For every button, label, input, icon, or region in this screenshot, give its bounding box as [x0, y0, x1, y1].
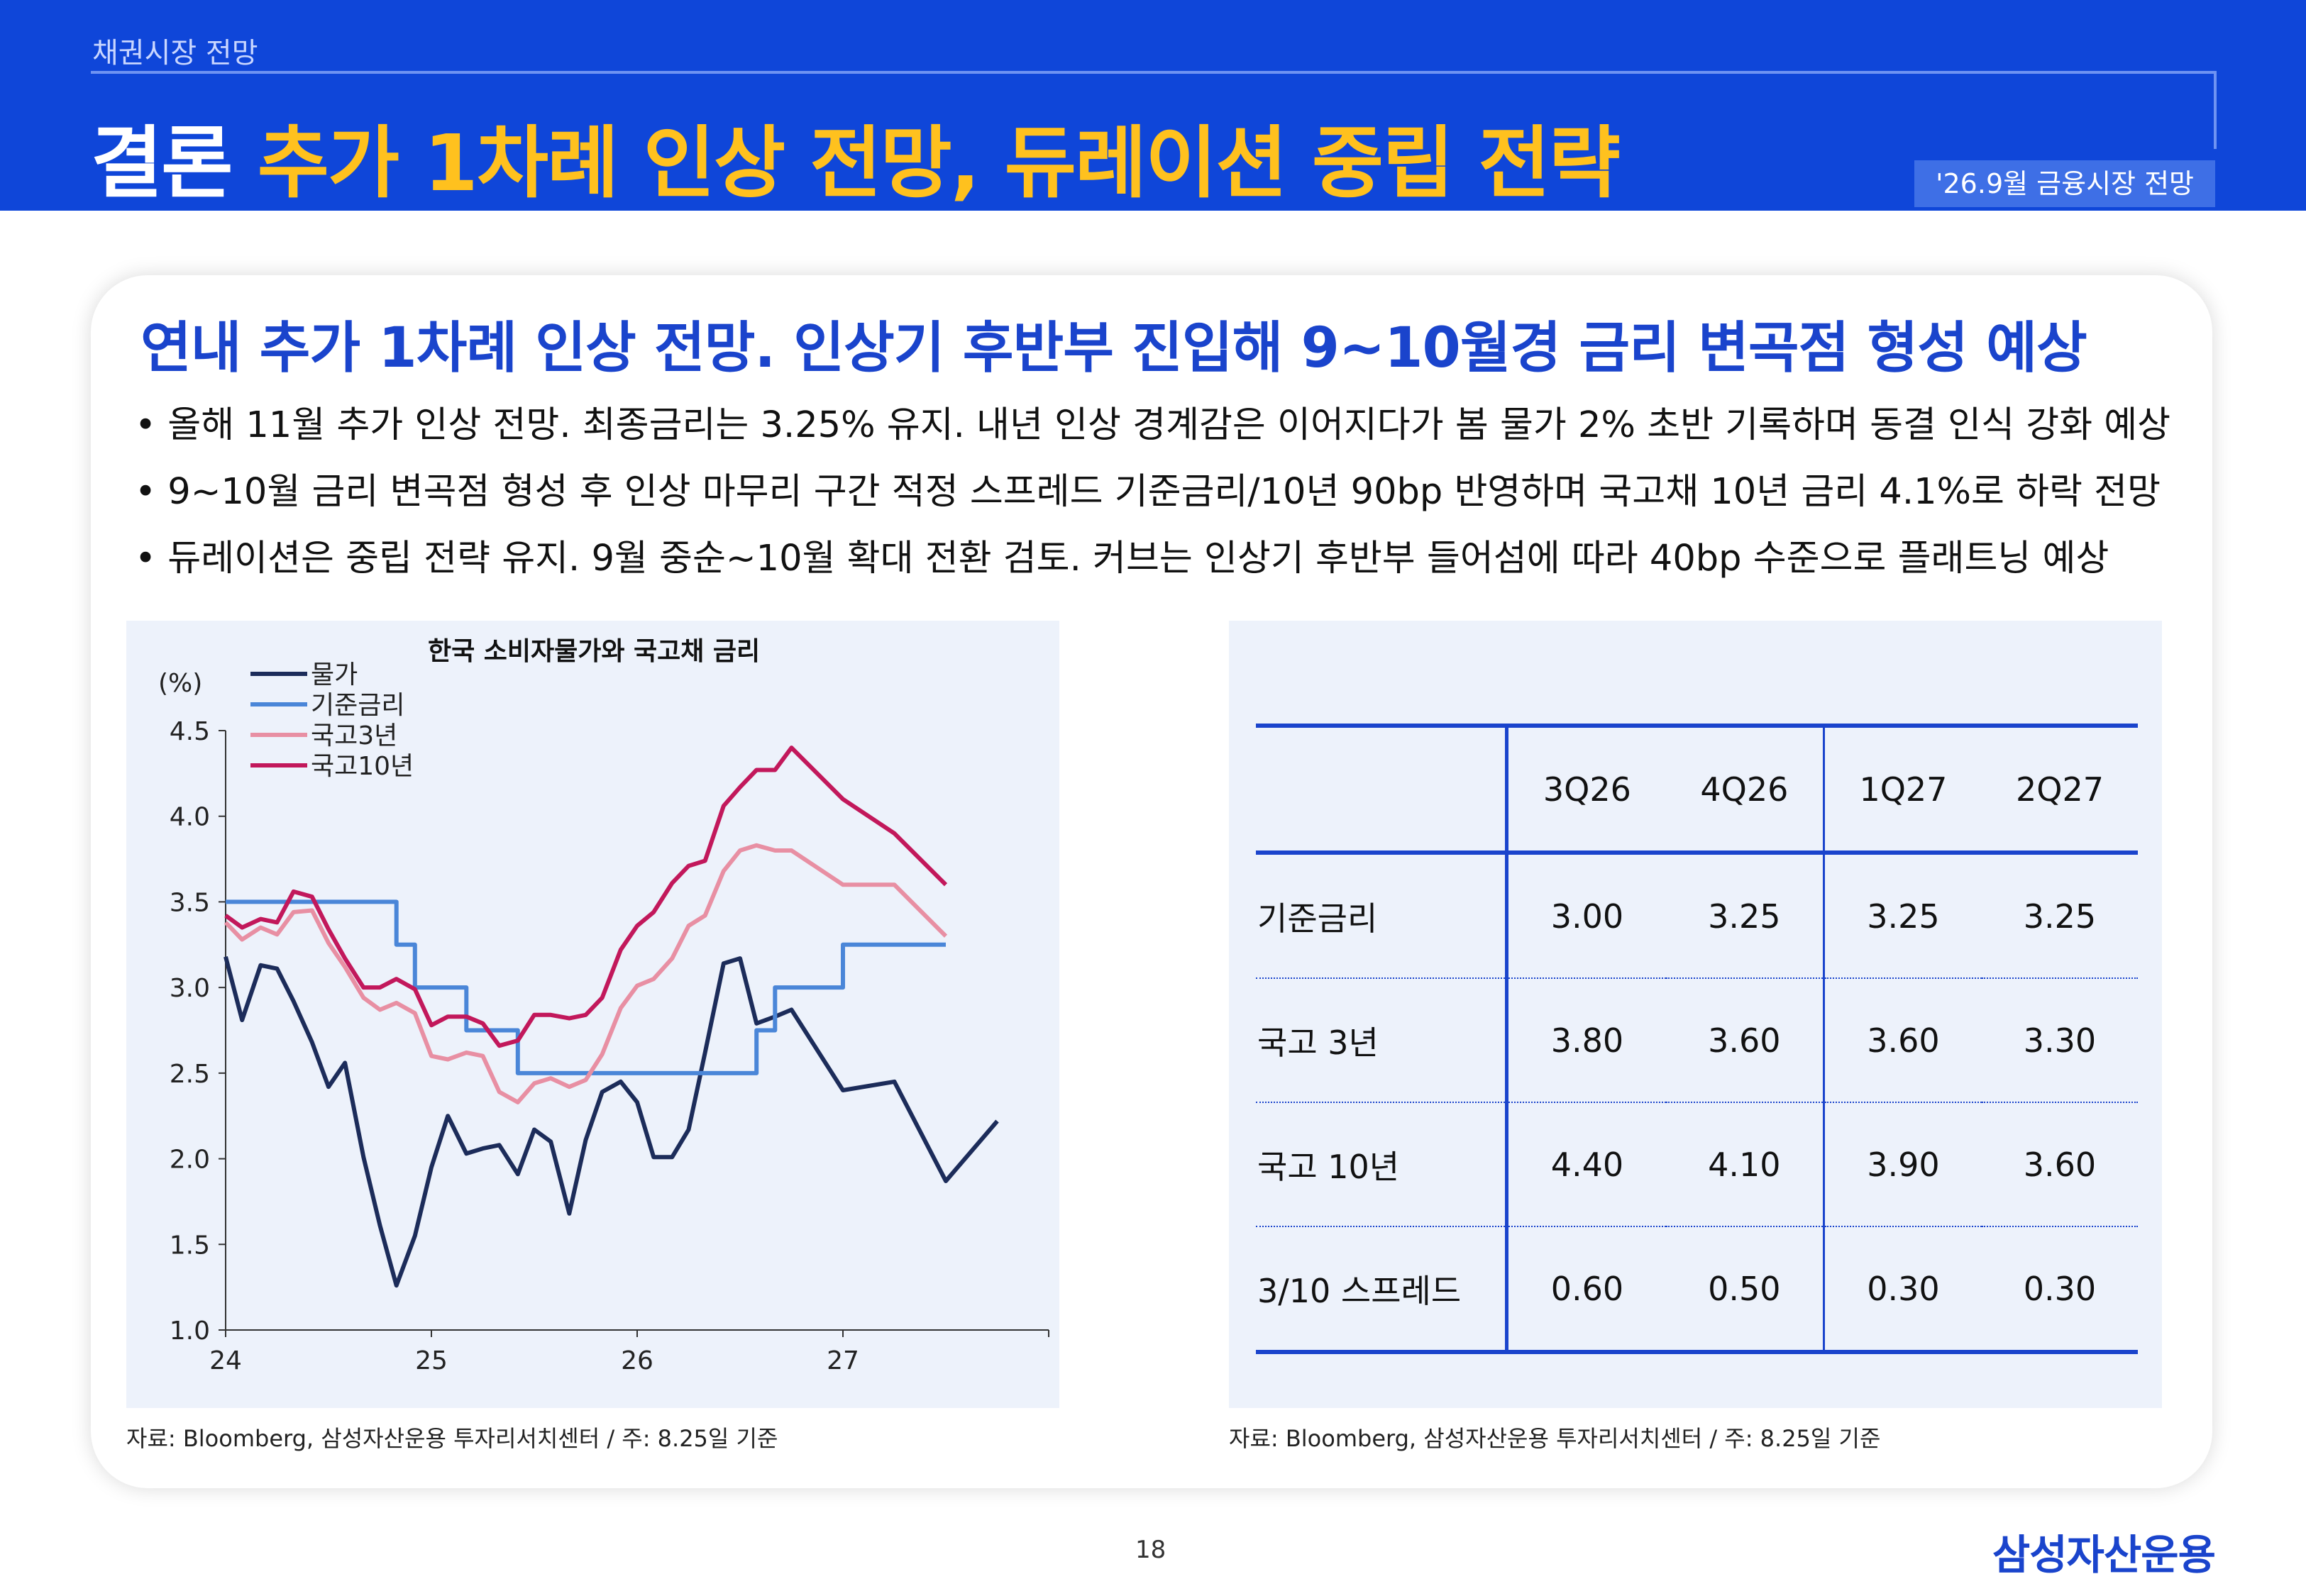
headline: 연내 추가 1차례 인상 전망. 인상기 후반부 진입해 9~10월경 금리 변…: [140, 316, 2087, 380]
table-cell: 0.60: [1550, 1269, 1624, 1308]
chart-source-note: 자료: Bloomberg, 삼성자산운용 투자리서치센터 / 주: 8.25일…: [126, 1425, 778, 1452]
bullet-item: 9~10월 금리 변곡점 형성 후 인상 마무리 구간 적정 스프레드 기준금리…: [135, 459, 2170, 526]
date-tag: '26.9월 금융시장 전망: [1914, 160, 2215, 207]
table-cell: 3.25: [1665, 853, 1825, 978]
row-label: 3/10 스프레드: [1256, 1226, 1508, 1352]
page-number: 18: [1135, 1536, 1166, 1564]
y-tick-label: 2.0: [170, 1146, 210, 1175]
table-cell: 3.25: [2023, 897, 2097, 936]
legend-label: 국고10년: [311, 752, 414, 781]
legend-label: 국고3년: [311, 721, 397, 750]
y-tick-label: 3.0: [170, 974, 210, 1003]
section-label: 채권시장 전망: [92, 37, 258, 70]
title-keyword: 결론: [91, 118, 233, 209]
bullet-item: 올해 11월 추가 인상 전망. 최종금리는 3.25% 유지. 내년 인상 경…: [135, 392, 2170, 459]
y-tick-label: 1.0: [170, 1317, 210, 1346]
table-cell: 0.30: [1867, 1269, 1940, 1308]
chart-title: 한국 소비자물가와 국고채 금리: [428, 637, 760, 666]
forecast-table: 3Q26 4Q26 1Q27 2Q27 기준금리 3.00 3.25 3.25 …: [1256, 724, 2138, 1354]
table-source-note: 자료: Bloomberg, 삼성자산운용 투자리서치센터 / 주: 8.25일…: [1229, 1425, 1881, 1452]
table-cell: 3.25: [1867, 897, 1940, 936]
table-header-cell: [1256, 726, 1508, 853]
row-label: 기준금리: [1256, 853, 1508, 978]
x-tick-label: 26: [621, 1346, 653, 1375]
table-cell: 4.40: [1550, 1145, 1624, 1184]
title-text: 추가 1차례 인상 전망, 듀레이션 중립 전략: [257, 118, 1621, 209]
table-row: 국고 3년 3.80 3.60 3.60 3.30: [1256, 978, 2138, 1102]
header-bar: 채권시장 전망 결론 추가 1차례 인상 전망, 듀레이션 중립 전략 '26.…: [0, 0, 2306, 211]
content-card: 연내 추가 1차례 인상 전망. 인상기 후반부 진입해 9~10월경 금리 변…: [91, 275, 2212, 1488]
table-panel: 3Q26 4Q26 1Q27 2Q27 기준금리 3.00 3.25 3.25 …: [1229, 621, 2162, 1408]
table-cell: 3.60: [2023, 1145, 2097, 1184]
table-header-cell: 4Q26: [1665, 726, 1825, 853]
y-tick-label: 2.5: [170, 1060, 210, 1089]
chart-panel: 1.0 1.5 2.0 2.5 3.0 3.5 4.0 4.5 24 25 26 27 (%) 한국 소비…: [126, 621, 1059, 1408]
row-label: 국고 10년: [1256, 1102, 1508, 1226]
table-cell: 3.60: [1665, 978, 1825, 1102]
table-header-cell: 3Q26: [1543, 770, 1631, 809]
legend-label: 기준금리: [311, 691, 404, 720]
header-rule-vertical: [2214, 71, 2217, 149]
line-chart: 1.0 1.5 2.0 2.5 3.0 3.5 4.0 4.5 24 25 26 27 (%) 한국 소비…: [158, 637, 1049, 1375]
series-line-2: [226, 899, 946, 1075]
header-rule: [91, 71, 2216, 74]
table-cell: 0.30: [2023, 1269, 2097, 1308]
legend-label: 물가: [311, 660, 358, 689]
table-cell: 4.10: [1665, 1102, 1825, 1226]
bullet-item: 듀레이션은 중립 전략 유지. 9월 중순~10월 확대 전환 검토. 커브는 …: [135, 526, 2170, 592]
series-line-3: [224, 843, 948, 1104]
table-cell: 3.60: [1867, 1021, 1940, 1060]
x-tick-label: 24: [209, 1346, 242, 1375]
table-header-row: 3Q26 4Q26 1Q27 2Q27: [1256, 726, 2138, 853]
y-tick-label: 4.0: [170, 803, 210, 832]
table-row: 3/10 스프레드 0.60 0.50 0.30 0.30: [1256, 1226, 2138, 1352]
page-title: 결론 추가 1차례 인상 전망, 듀레이션 중립 전략: [91, 99, 1621, 213]
row-label: 국고 3년: [1256, 978, 1508, 1102]
table-cell: 0.50: [1665, 1226, 1825, 1352]
y-tick-label: 1.5: [170, 1231, 210, 1260]
table-cell: 3.90: [1867, 1145, 1940, 1184]
bullet-list: 올해 11월 추가 인상 전망. 최종금리는 3.25% 유지. 내년 인상 경…: [135, 392, 2170, 592]
table-cell: 3.80: [1550, 1021, 1624, 1060]
table-row: 기준금리 3.00 3.25 3.25 3.25: [1256, 853, 2138, 978]
table-header-cell: 2Q27: [2015, 770, 2104, 809]
table-header-cell: 1Q27: [1859, 770, 1948, 809]
y-axis-unit-label: (%): [158, 669, 202, 698]
y-tick-label: 4.5: [170, 717, 210, 746]
x-tick-label: 25: [415, 1346, 448, 1375]
table-cell: 3.00: [1550, 897, 1624, 936]
x-tick-label: 27: [827, 1346, 859, 1375]
y-tick-label: 3.5: [170, 888, 210, 917]
series-line-4: [224, 746, 948, 1048]
series-line-1: [224, 955, 999, 1288]
table-row: 국고 10년 4.40 4.10 3.90 3.60: [1256, 1102, 2138, 1226]
company-logo: 삼성자산운용: [1992, 1531, 2216, 1579]
table-cell: 3.30: [2023, 1021, 2097, 1060]
